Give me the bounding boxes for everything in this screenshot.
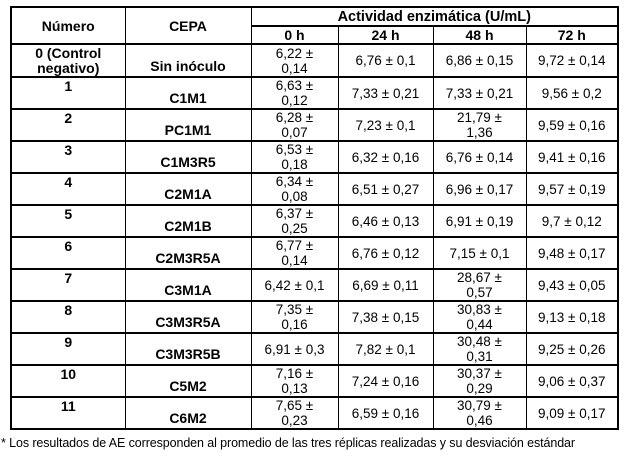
header-group-row: Número CEPA Actividad enzimática (U/mL) xyxy=(10,6,619,45)
table-row: 6 C2M3R5A 6,77 ± 0,14 6,76 ± 0,12 7,15 ±… xyxy=(10,236,619,270)
value-cell: 6,69 ± 0,11 xyxy=(337,268,434,302)
value-cell: 6,76 ± 0,14 xyxy=(432,140,527,174)
value-cell: 6,63 ± 0,12 xyxy=(250,76,339,110)
numero-cell: 10 xyxy=(10,364,126,398)
value-cell: 6,59 ± 0,16 xyxy=(337,396,434,430)
cepa-cell: C2M1A xyxy=(124,172,252,206)
value-cell: 6,53 ± 0,18 xyxy=(250,140,339,174)
enzyme-activity-table-wrap: Número CEPA Actividad enzimática (U/mL) … xyxy=(10,6,619,430)
value-cell: 7,33 ± 0,21 xyxy=(337,76,434,110)
table-row: 8 C3M3R5A 7,35 ± 0,16 7,38 ± 0,15 30,83 … xyxy=(10,300,619,334)
enzyme-activity-table: Número CEPA Actividad enzimática (U/mL) … xyxy=(10,6,619,430)
value-cell: 9,48 ± 0,17 xyxy=(525,236,619,270)
value-cell: 9,43 ± 0,05 xyxy=(525,268,619,302)
table-row: 1 C1M1 6,63 ± 0,12 7,33 ± 0,21 7,33 ± 0,… xyxy=(10,76,619,110)
cepa-cell: C3M1A xyxy=(124,268,252,302)
table-row: 4 C2M1A 6,34 ± 0,08 6,51 ± 0,27 6,96 ± 0… xyxy=(10,172,619,206)
value-cell: 9,41 ± 0,16 xyxy=(525,140,619,174)
value-cell: 6,28 ± 0,07 xyxy=(250,108,339,142)
header-cepa: CEPA xyxy=(124,6,252,45)
numero-cell: 5 xyxy=(10,204,126,238)
value-cell: 6,22 ± 0,14 xyxy=(250,43,339,78)
value-cell: 9,09 ± 0,17 xyxy=(525,396,619,430)
table-row: 0 (Control negativo) Sin inóculo 6,22 ± … xyxy=(10,43,619,78)
table-header: Número CEPA Actividad enzimática (U/mL) … xyxy=(10,6,619,45)
numero-cell: 0 (Control negativo) xyxy=(10,43,126,78)
value-cell: 7,65 ± 0,23 xyxy=(250,396,339,430)
value-cell: 6,76 ± 0,1 xyxy=(337,43,434,78)
table-row: 3 C1M3R5 6,53 ± 0,18 6,32 ± 0,16 6,76 ± … xyxy=(10,140,619,174)
cepa-cell: C2M1B xyxy=(124,204,252,238)
cepa-cell: Sin inóculo xyxy=(124,43,252,78)
cepa-cell: C5M2 xyxy=(124,364,252,398)
value-cell: 6,96 ± 0,17 xyxy=(432,172,527,206)
table-row: 7 C3M1A 6,42 ± 0,1 6,69 ± 0,11 28,67 ± 0… xyxy=(10,268,619,302)
value-cell: 30,48 ± 0,31 xyxy=(432,332,527,366)
value-cell: 6,91 ± 0,3 xyxy=(250,332,339,366)
value-cell: 7,33 ± 0,21 xyxy=(432,76,527,110)
value-cell: 7,15 ± 0,1 xyxy=(432,236,527,270)
value-cell: 6,51 ± 0,27 xyxy=(337,172,434,206)
cepa-cell: PC1M1 xyxy=(124,108,252,142)
value-cell: 6,34 ± 0,08 xyxy=(250,172,339,206)
numero-cell: 9 xyxy=(10,332,126,366)
value-cell: 7,16 ± 0,13 xyxy=(250,364,339,398)
value-cell: 9,59 ± 0,16 xyxy=(525,108,619,142)
value-cell: 30,83 ± 0,44 xyxy=(432,300,527,334)
value-cell: 6,42 ± 0,1 xyxy=(250,268,339,302)
value-cell: 21,79 ± 1,36 xyxy=(432,108,527,142)
value-cell: 30,37 ± 0,29 xyxy=(432,364,527,398)
table-row: 5 C2M1B 6,37 ± 0,25 6,46 ± 0,13 6,91 ± 0… xyxy=(10,204,619,238)
table-row: 10 C5M2 7,16 ± 0,13 7,24 ± 0,16 30,37 ± … xyxy=(10,364,619,398)
header-time-24h: 24 h xyxy=(337,25,434,45)
value-cell: 9,25 ± 0,26 xyxy=(525,332,619,366)
cepa-cell: C1M1 xyxy=(124,76,252,110)
value-cell: 30,79 ± 0,46 xyxy=(432,396,527,430)
value-cell: 9,72 ± 0,14 xyxy=(525,43,619,78)
numero-cell: 8 xyxy=(10,300,126,334)
value-cell: 7,82 ± 0,1 xyxy=(337,332,434,366)
numero-cell: 6 xyxy=(10,236,126,270)
numero-cell: 11 xyxy=(10,396,126,430)
cepa-cell: C2M3R5A xyxy=(124,236,252,270)
header-numero: Número xyxy=(10,6,126,45)
cepa-cell: C3M3R5A xyxy=(124,300,252,334)
value-cell: 6,91 ± 0,19 xyxy=(432,204,527,238)
value-cell: 6,32 ± 0,16 xyxy=(337,140,434,174)
cepa-cell: C3M3R5B xyxy=(124,332,252,366)
value-cell: 7,23 ± 0,1 xyxy=(337,108,434,142)
header-time-row: 0 h 24 h 48 h 72 h xyxy=(11,25,619,45)
table-row: 11 C6M2 7,65 ± 0,23 6,59 ± 0,16 30,79 ± … xyxy=(10,396,619,430)
numero-cell: 3 xyxy=(10,140,126,174)
value-cell: 7,24 ± 0,16 xyxy=(337,364,434,398)
value-cell: 28,67 ± 0,57 xyxy=(432,268,527,302)
value-cell: 7,35 ± 0,16 xyxy=(250,300,339,334)
numero-cell: 7 xyxy=(10,268,126,302)
header-activity-group: Actividad enzimática (U/mL) xyxy=(250,6,619,27)
cepa-cell: C1M3R5 xyxy=(124,140,252,174)
footnote: * Los resultados de AE corresponden al p… xyxy=(1,436,575,450)
value-cell: 9,56 ± 0,2 xyxy=(525,76,619,110)
header-time-0h: 0 h xyxy=(250,25,339,45)
value-cell: 6,77 ± 0,14 xyxy=(250,236,339,270)
value-cell: 9,06 ± 0,37 xyxy=(525,364,619,398)
cepa-cell: C6M2 xyxy=(124,396,252,430)
numero-cell: 4 xyxy=(10,172,126,206)
numero-cell: 1 xyxy=(10,76,126,110)
table-row: 9 C3M3R5B 6,91 ± 0,3 7,82 ± 0,1 30,48 ± … xyxy=(10,332,619,366)
value-cell: 9,57 ± 0,19 xyxy=(525,172,619,206)
value-cell: 6,37 ± 0,25 xyxy=(250,204,339,238)
header-time-72h: 72 h xyxy=(525,25,619,45)
value-cell: 6,46 ± 0,13 xyxy=(337,204,434,238)
value-cell: 9,13 ± 0,18 xyxy=(525,300,619,334)
table-row: 2 PC1M1 6,28 ± 0,07 7,23 ± 0,1 21,79 ± 1… xyxy=(10,108,619,142)
value-cell: 7,38 ± 0,15 xyxy=(337,300,434,334)
table-body: 0 (Control negativo) Sin inóculo 6,22 ± … xyxy=(10,43,619,430)
value-cell: 9,7 ± 0,12 xyxy=(525,204,619,238)
header-time-48h: 48 h xyxy=(432,25,527,45)
value-cell: 6,76 ± 0,12 xyxy=(337,236,434,270)
numero-cell: 2 xyxy=(10,108,126,142)
value-cell: 6,86 ± 0,15 xyxy=(432,43,527,78)
